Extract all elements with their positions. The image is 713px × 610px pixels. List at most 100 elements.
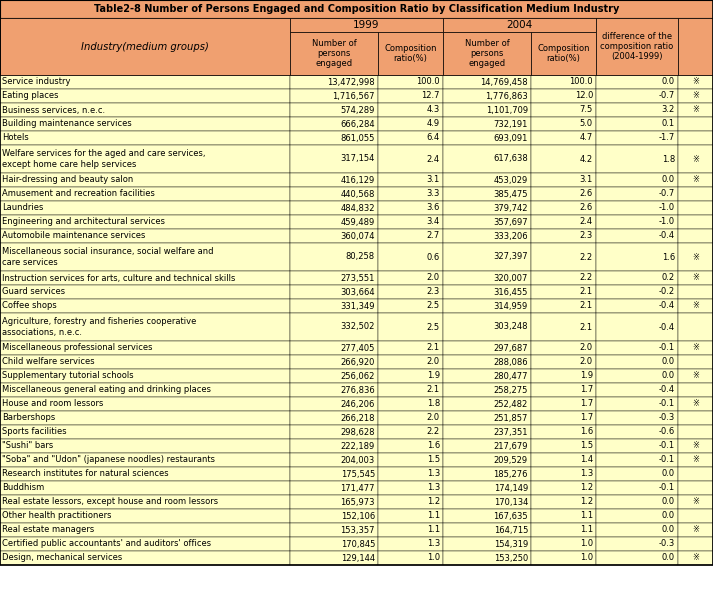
Text: -0.1: -0.1 [659,343,675,353]
Bar [531,201,596,215]
Bar [531,215,596,229]
Text: 4.9: 4.9 [427,120,440,129]
Text: "Sushi" bars: "Sushi" bars [2,442,53,451]
Bar [596,117,678,131]
Bar [678,187,713,201]
Text: 1.1: 1.1 [580,525,593,534]
Bar [678,425,713,439]
Text: 0.0: 0.0 [662,371,675,381]
Bar [678,537,713,551]
Text: 153,357: 153,357 [341,525,375,534]
Bar [443,32,531,75]
Text: 2.0: 2.0 [427,414,440,423]
Bar [443,495,531,509]
Text: 331,349: 331,349 [341,301,375,310]
Text: 297,687: 297,687 [493,343,528,353]
Text: 327,397: 327,397 [493,253,528,262]
Text: difference of the
composition ratio
(2004-1999): difference of the composition ratio (200… [600,32,674,62]
Bar [290,271,378,285]
Text: ※: ※ [692,253,699,262]
Bar [0,467,290,481]
Bar [0,481,290,495]
Text: Business services, n.e.c.: Business services, n.e.c. [2,106,105,115]
Text: -0.1: -0.1 [659,484,675,492]
Bar [290,467,378,481]
Bar [378,439,443,453]
Text: 2.1: 2.1 [427,386,440,395]
Text: 693,091: 693,091 [493,134,528,143]
Text: 333,206: 333,206 [493,232,528,240]
Text: 2.6: 2.6 [580,204,593,212]
Bar [678,341,713,355]
Bar [443,383,531,397]
Bar [290,425,378,439]
Text: 303,248: 303,248 [493,323,528,331]
Bar [531,383,596,397]
Bar [443,89,531,103]
Text: 453,029: 453,029 [493,176,528,184]
Text: 332,502: 332,502 [341,323,375,331]
Text: Engineering and architectural services: Engineering and architectural services [2,218,165,226]
Bar [443,243,531,271]
Text: -0.3: -0.3 [659,539,675,548]
Bar [290,481,378,495]
Text: -0.3: -0.3 [659,414,675,423]
Bar [678,355,713,369]
Text: 164,715: 164,715 [493,525,528,534]
Bar [0,18,713,75]
Bar [678,103,713,117]
Text: 217,679: 217,679 [493,442,528,451]
Text: ※: ※ [692,154,699,163]
Text: -0.1: -0.1 [659,400,675,409]
Bar [290,18,443,32]
Text: Industry(medium groups): Industry(medium groups) [81,41,209,51]
Bar [443,285,531,299]
Bar [531,425,596,439]
Bar [443,271,531,285]
Text: ※: ※ [692,343,699,353]
Text: -0.6: -0.6 [659,428,675,437]
Bar [443,103,531,117]
Text: 440,568: 440,568 [341,190,375,198]
Bar [443,313,531,341]
Bar [531,271,596,285]
Text: Welfare services for the aged and care services,
except home care help services: Welfare services for the aged and care s… [2,149,205,169]
Bar [596,89,678,103]
Bar [596,145,678,173]
Bar [443,509,531,523]
Bar [678,215,713,229]
Bar [531,537,596,551]
Bar [290,397,378,411]
Bar [378,537,443,551]
Text: House and room lessors: House and room lessors [2,400,103,409]
Text: 3.3: 3.3 [426,190,440,198]
Bar [678,201,713,215]
Text: 1.9: 1.9 [580,371,593,381]
Text: ※: ※ [692,442,699,451]
Text: Agriculture, forestry and fisheries cooperative
associations, n.e.c.: Agriculture, forestry and fisheries coop… [2,317,196,337]
Text: -0.1: -0.1 [659,442,675,451]
Text: 100.0: 100.0 [416,77,440,87]
Bar [443,117,531,131]
Bar [531,397,596,411]
Bar [443,425,531,439]
Text: ※: ※ [692,176,699,184]
Bar [531,467,596,481]
Text: -0.4: -0.4 [659,386,675,395]
Bar [290,229,378,243]
Bar [378,509,443,523]
Bar [531,509,596,523]
Bar [0,551,290,565]
Text: 204,003: 204,003 [341,456,375,464]
Text: 100.0: 100.0 [570,77,593,87]
Text: 237,351: 237,351 [493,428,528,437]
Bar [290,509,378,523]
Text: 3.1: 3.1 [580,176,593,184]
Bar [678,467,713,481]
Bar [443,341,531,355]
Bar [531,89,596,103]
Text: 251,857: 251,857 [493,414,528,423]
Bar [378,187,443,201]
Text: 3.1: 3.1 [427,176,440,184]
Bar [443,18,596,32]
